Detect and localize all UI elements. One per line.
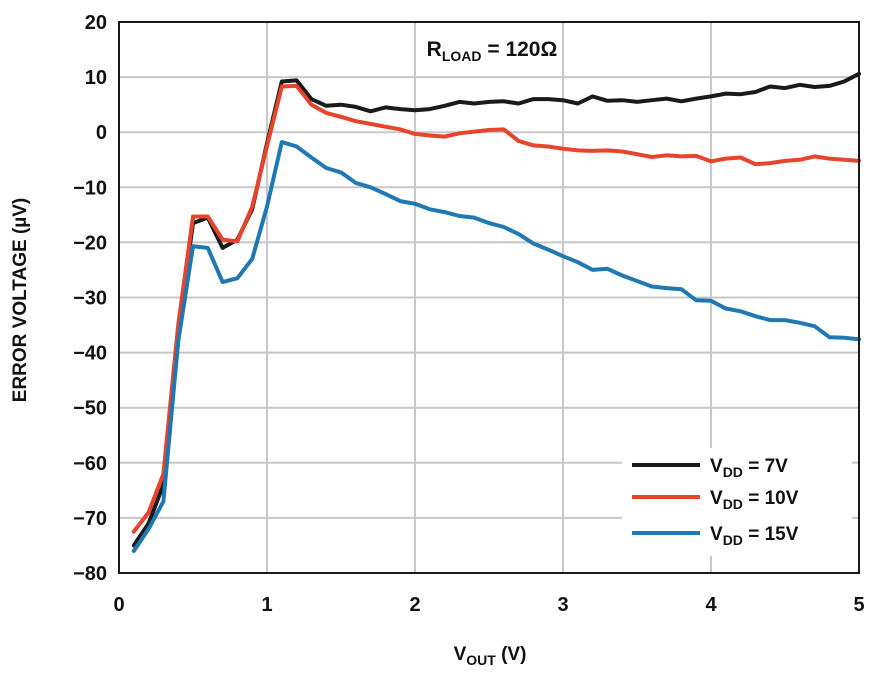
y-tick-label: 20 [85, 12, 107, 34]
y-tick-label: 0 [96, 122, 107, 144]
legend-label-rest: = 10V [743, 488, 799, 509]
y-tick-label: −20 [73, 232, 107, 254]
annotation-main: R [427, 38, 442, 61]
legend-label-1: VDD = 7V [710, 456, 788, 480]
x-tick-label: 4 [705, 594, 717, 616]
y-tick-label: −30 [73, 288, 107, 310]
series-layer [131, 71, 861, 553]
series-line-3 [131, 140, 861, 553]
annotation-sub: LOAD [442, 48, 482, 64]
y-tick-label: −60 [73, 453, 107, 475]
x-tick-label: 3 [557, 594, 568, 616]
legend-label-rest: = 15V [743, 524, 799, 545]
x-tick-label: 1 [261, 594, 272, 616]
x-tick-label: 0 [113, 594, 124, 616]
y-tick-label: −50 [73, 398, 107, 420]
plot-frame [118, 21, 860, 574]
series-line-2 [131, 83, 861, 534]
x-axis-title-sub: OUT [466, 652, 496, 668]
legend-label-sub: DD [723, 464, 743, 480]
y-tick-label: 10 [85, 67, 107, 89]
legend-label-main: V [710, 488, 723, 509]
legend-label-sub: DD [723, 532, 743, 548]
x-tick-label: 5 [853, 594, 864, 616]
tick-labels: 0 1 2 3 4 5 20 10 0 −10 −20 −30 −40 −50 −60 −70 −80 [73, 12, 865, 616]
y-tick-label: −80 [73, 563, 107, 585]
legend-label-main: V [710, 456, 723, 477]
y-tick-label: −10 [73, 177, 107, 199]
legend-label-rest: = 7V [743, 456, 788, 477]
x-axis-title-main: V [454, 644, 467, 665]
x-tick-label: 2 [409, 594, 420, 616]
y-tick-label: −70 [73, 508, 107, 530]
grid [119, 22, 859, 573]
y-axis-title: ERROR VOLTAGE (µV) [10, 198, 31, 402]
y-tick-label: −40 [73, 343, 107, 365]
x-axis-title-rest: (V) [496, 644, 527, 665]
legend-label-2: VDD = 10V [710, 488, 799, 512]
annotation-rest: = 120Ω [482, 38, 558, 61]
legend-label-sub: DD [723, 496, 743, 512]
load-annotation: RLOAD = 120Ω [427, 38, 558, 64]
x-axis-title: VOUT (V) [454, 644, 527, 668]
legend-label-3: VDD = 15V [710, 524, 799, 548]
legend-label-main: V [710, 524, 723, 545]
